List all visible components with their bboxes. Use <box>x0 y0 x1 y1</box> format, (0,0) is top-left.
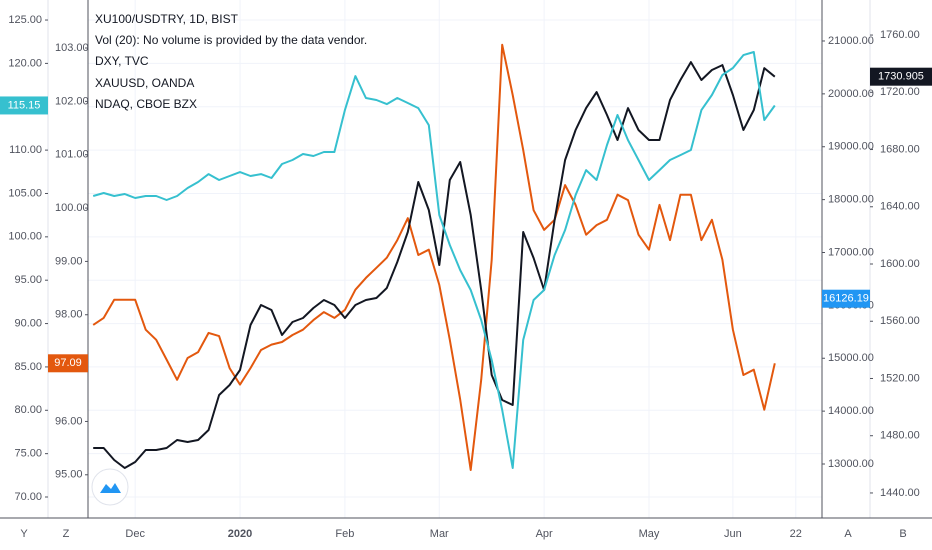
y-tick-label: 18000.00 <box>828 194 874 206</box>
scale-button[interactable]: Y <box>20 528 28 540</box>
y-tick-label: 85.00 <box>14 361 42 373</box>
price-tag <box>48 354 88 373</box>
price-tag-label: 16126.19 <box>823 293 869 305</box>
y-tick-label: 120.00 <box>8 57 42 69</box>
y-tick-label: 70.00 <box>14 491 42 503</box>
y-tick-label: 1480.00 <box>880 430 920 442</box>
legend-volume: Vol (20): No volume is provided by the d… <box>95 33 367 47</box>
price-tag <box>0 96 48 115</box>
scale-button[interactable]: B <box>899 528 906 540</box>
y-tick-label: 1640.00 <box>880 201 920 213</box>
y-tick-label: 14000.00 <box>828 405 874 417</box>
y-tick-label: 125.00 <box>8 14 42 26</box>
y-tick-label: 13000.00 <box>828 458 874 470</box>
y-tick-label: 110.00 <box>9 144 42 156</box>
y-tick-label: 20000.00 <box>828 88 874 100</box>
y-tick-label: 21000.00 <box>828 35 874 47</box>
series-line <box>92 51 776 469</box>
y-tick-label: 75.00 <box>14 448 42 460</box>
x-tick-label: Jun <box>724 528 742 540</box>
y-tick-label: 1440.00 <box>880 487 920 499</box>
scale-button[interactable]: Z <box>63 528 70 540</box>
y-tick-label: 95.00 <box>14 274 42 286</box>
axes: 70.00 75.00 80.00 85.00 90.00 95.00 100.00 105.… <box>0 14 932 540</box>
x-tick-label: 2020 <box>228 528 252 540</box>
scale-button[interactable]: A <box>844 528 852 540</box>
y-tick-label: 101.00 <box>55 149 89 161</box>
y-tick-label: 105.00 <box>8 187 42 199</box>
y-tick-label: 1760.00 <box>880 29 920 41</box>
y-tick-label: 103.00 <box>55 42 89 54</box>
legend-entry: DXY, TVC <box>95 54 149 68</box>
y-tick-label: 96.00 <box>55 415 83 427</box>
y-tick-label: 1720.00 <box>880 86 920 98</box>
price-tag-label: 97.09 <box>54 357 82 369</box>
y-tick-label: 1520.00 <box>880 372 920 384</box>
y-tick-label: 1680.00 <box>880 143 920 155</box>
x-tick-label: Feb <box>335 528 354 540</box>
price-tag <box>870 67 932 86</box>
y-tick-label: 90.00 <box>14 317 42 329</box>
y-tick-label: 19000.00 <box>828 141 874 153</box>
y-tick-label: 98.00 <box>55 309 83 321</box>
x-tick-label: Apr <box>536 528 553 540</box>
y-tick-label: 15000.00 <box>828 352 874 364</box>
series-line <box>93 61 776 469</box>
x-tick-label: May <box>639 528 660 540</box>
grid <box>88 0 822 518</box>
price-tag <box>822 289 870 308</box>
plot <box>92 43 776 471</box>
legend-title: XU100/USDTRY, 1D, BIST <box>95 12 239 26</box>
y-tick-label: 100.00 <box>8 231 42 243</box>
y-tick-label: 99.00 <box>55 255 83 267</box>
logo-circle[interactable] <box>91 468 129 506</box>
price-tag-label: 115.15 <box>8 99 41 111</box>
series-line <box>92 43 776 471</box>
price-tag-label: 1730.905 <box>878 71 924 83</box>
y-tick-label: 17000.00 <box>828 246 874 258</box>
y-tick-label: 102.00 <box>55 95 89 107</box>
y-tick-label: 80.00 <box>14 404 42 416</box>
y-tick-label: 1560.00 <box>880 315 920 327</box>
legend-entry: NDAQ, CBOE BZX <box>95 97 197 111</box>
y-tick-label: 1600.00 <box>880 258 920 270</box>
legend-entry: XAUUSD, OANDA <box>95 76 194 90</box>
logo-icon[interactable] <box>100 483 121 493</box>
y-tick-label: 95.00 <box>55 469 83 481</box>
logo[interactable] <box>91 468 129 506</box>
x-tick-label: 22 <box>790 528 802 540</box>
x-tick-label: Mar <box>430 528 449 540</box>
x-tick-label: Dec <box>125 528 145 540</box>
y-tick-label: 100.00 <box>55 202 89 214</box>
